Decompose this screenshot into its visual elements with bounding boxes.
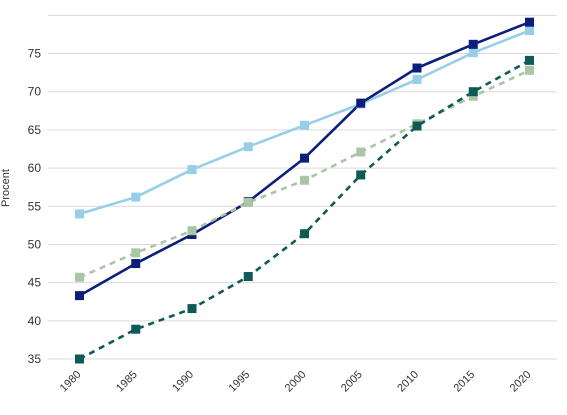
y-tick-label: 35	[28, 352, 42, 366]
series-2-point	[300, 153, 309, 163]
x-tick-label: 1990	[170, 369, 196, 395]
series-4-point	[356, 170, 366, 180]
x-tick-label: 1985	[114, 369, 140, 395]
x-tick-label: 2020	[508, 369, 534, 395]
series-1-point	[525, 26, 534, 36]
x-tick-label: 1980	[58, 369, 84, 395]
series-3-point	[300, 175, 309, 185]
series-2-point	[525, 17, 534, 27]
series-3-point	[243, 197, 253, 207]
series-4-point	[525, 55, 534, 65]
x-axis-ticks: 1980 1985 1990 1995 2000 2005 2010 2015 2020	[58, 369, 534, 395]
series-3-point	[187, 226, 197, 236]
series-4-point	[412, 121, 422, 131]
y-tick-label: 60	[28, 161, 42, 175]
series-2-point	[75, 291, 84, 301]
series-4-point	[131, 324, 141, 334]
series-markers	[75, 17, 534, 364]
series-1-point	[243, 142, 253, 152]
series-4-point	[187, 304, 197, 314]
x-tick-label: 1995	[227, 369, 253, 395]
series-4-point	[300, 229, 309, 239]
x-tick-label: 2015	[452, 369, 478, 395]
series-2-point	[468, 39, 478, 49]
series-line-3	[78, 69, 531, 279]
series-3-point	[468, 91, 478, 101]
series-4-point	[243, 272, 253, 282]
series-1-point	[300, 120, 309, 130]
series-lines	[78, 20, 531, 361]
series-3-point	[75, 272, 84, 282]
series-2-point	[412, 63, 422, 73]
x-tick-label: 2005	[339, 369, 365, 395]
y-tick-label: 75	[28, 47, 42, 61]
series-3-point	[131, 248, 141, 258]
y-tick-label: 55	[28, 199, 42, 213]
x-tick-label: 2000	[283, 369, 309, 395]
x-tick-label: 2010	[395, 369, 421, 395]
series-4-point	[75, 354, 84, 364]
y-tick-label: 45	[28, 276, 42, 290]
series-2-point	[131, 259, 141, 269]
grid	[48, 14, 557, 360]
series-4-point	[468, 87, 478, 97]
series-1-point	[468, 48, 478, 58]
y-tick-label: 40	[28, 314, 42, 328]
series-3-point	[525, 65, 534, 75]
y-tick-label: 70	[28, 85, 42, 99]
series-1-point	[131, 192, 141, 202]
y-tick-label: 50	[28, 237, 42, 251]
series-line-4	[78, 59, 531, 361]
series-2-point	[356, 98, 366, 108]
series-1-point	[75, 209, 84, 219]
series-1-point	[187, 165, 197, 175]
y-axis-title: Procent	[0, 169, 12, 207]
y-tick-label: 65	[28, 123, 42, 137]
y-axis-ticks: 35 40 45 50 55 60 65 70 75	[28, 47, 42, 367]
series-3-point	[356, 147, 366, 157]
series-1-point	[412, 74, 422, 84]
